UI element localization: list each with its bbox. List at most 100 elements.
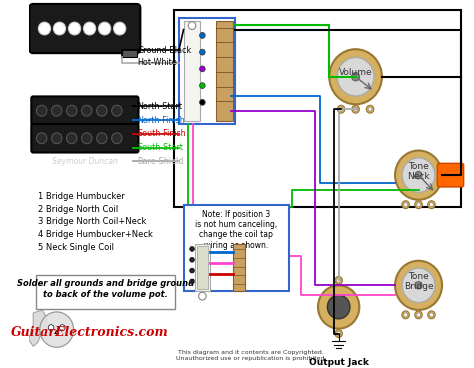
Circle shape [83, 22, 96, 35]
Text: North-Start: North-Start [137, 102, 182, 111]
Bar [217, 21, 233, 121]
Circle shape [335, 276, 342, 284]
Circle shape [415, 171, 422, 179]
Circle shape [402, 201, 410, 209]
Circle shape [337, 332, 340, 336]
Circle shape [337, 105, 345, 113]
Text: Solder all grounds and bridge ground
to back of the volume pot.: Solder all grounds and bridge ground to … [17, 279, 194, 299]
FancyBboxPatch shape [438, 163, 464, 187]
Text: Bare-Shield: Bare-Shield [137, 157, 184, 166]
FancyBboxPatch shape [29, 4, 140, 53]
Circle shape [354, 107, 357, 111]
Circle shape [190, 279, 194, 284]
Text: North-Finish: North-Finish [137, 116, 185, 124]
Circle shape [339, 107, 343, 111]
Circle shape [335, 330, 342, 337]
Text: Seymour Duncan: Seymour Duncan [52, 158, 118, 166]
Bar [183, 21, 201, 121]
Circle shape [190, 268, 194, 273]
FancyBboxPatch shape [31, 96, 138, 125]
Bar [195, 244, 210, 291]
Circle shape [404, 313, 408, 317]
Circle shape [402, 158, 435, 192]
Circle shape [68, 22, 81, 35]
Polygon shape [28, 310, 47, 346]
Circle shape [337, 57, 374, 96]
Circle shape [200, 49, 205, 55]
Circle shape [395, 261, 442, 310]
Circle shape [415, 282, 422, 289]
Text: 3 Bridge North Coil+Neck: 3 Bridge North Coil+Neck [38, 217, 146, 226]
Circle shape [190, 257, 194, 262]
Circle shape [66, 105, 77, 116]
Text: Tone
Bridge: Tone Bridge [404, 272, 433, 291]
Circle shape [52, 105, 62, 116]
Text: 2 Bridge North Coil: 2 Bridge North Coil [38, 205, 118, 214]
Circle shape [402, 268, 435, 302]
Circle shape [82, 133, 92, 144]
Bar [179, 18, 235, 124]
Circle shape [190, 247, 194, 251]
Circle shape [415, 311, 422, 319]
FancyBboxPatch shape [31, 124, 138, 152]
Circle shape [36, 133, 47, 144]
Circle shape [402, 311, 410, 319]
Circle shape [352, 72, 359, 81]
Circle shape [36, 105, 47, 116]
Circle shape [97, 105, 107, 116]
Circle shape [429, 313, 433, 317]
Circle shape [112, 105, 122, 116]
Circle shape [199, 292, 206, 300]
Text: Ground-Black: Ground-Black [137, 46, 192, 55]
Circle shape [99, 22, 111, 35]
Circle shape [417, 203, 420, 206]
Text: Volume: Volume [339, 68, 373, 77]
Circle shape [404, 203, 408, 206]
Circle shape [318, 285, 359, 329]
Circle shape [417, 313, 420, 317]
Circle shape [48, 325, 54, 330]
Circle shape [82, 105, 92, 116]
Circle shape [337, 279, 340, 282]
Circle shape [368, 107, 372, 111]
Circle shape [366, 105, 374, 113]
Circle shape [329, 49, 382, 104]
Bar [233, 244, 245, 291]
Text: Note: If position 3
is not hum canceling,
change the coil tap
wiring as shown.: Note: If position 3 is not hum canceling… [195, 209, 277, 250]
Bar [197, 246, 208, 289]
Text: Tone
Neck: Tone Neck [407, 162, 430, 181]
Bar [174, 10, 461, 206]
Circle shape [114, 22, 126, 35]
Bar [183, 205, 289, 291]
Circle shape [38, 22, 51, 35]
Circle shape [54, 22, 65, 35]
Bar [36, 276, 175, 309]
Circle shape [200, 99, 205, 105]
Circle shape [429, 203, 433, 206]
Circle shape [200, 66, 205, 72]
Circle shape [200, 83, 205, 89]
Circle shape [352, 105, 359, 113]
Circle shape [97, 133, 107, 144]
Text: This diagram and it contents are Copyrighted.
Unauthorized use or republication : This diagram and it contents are Copyrig… [176, 350, 327, 361]
Circle shape [415, 201, 422, 209]
Circle shape [112, 133, 122, 144]
Bar [122, 49, 137, 57]
Text: South-Finish: South-Finish [137, 129, 186, 138]
Circle shape [428, 311, 435, 319]
Text: 5 Neck Single Coil: 5 Neck Single Coil [38, 243, 114, 252]
Circle shape [328, 295, 350, 319]
Text: Hot-White: Hot-White [137, 59, 177, 67]
Circle shape [428, 201, 435, 209]
Circle shape [395, 151, 442, 200]
Text: Output Jack: Output Jack [309, 358, 369, 367]
Circle shape [188, 22, 196, 29]
Circle shape [52, 133, 62, 144]
Text: 4 Bridge Humbucker+Neck: 4 Bridge Humbucker+Neck [38, 230, 153, 239]
Circle shape [40, 312, 73, 347]
Text: GuitarElectronics.com: GuitarElectronics.com [11, 326, 168, 339]
Text: South-Start: South-Start [137, 143, 183, 152]
Circle shape [60, 325, 65, 330]
Circle shape [200, 32, 205, 38]
Text: 1 Bridge Humbucker: 1 Bridge Humbucker [38, 192, 125, 201]
